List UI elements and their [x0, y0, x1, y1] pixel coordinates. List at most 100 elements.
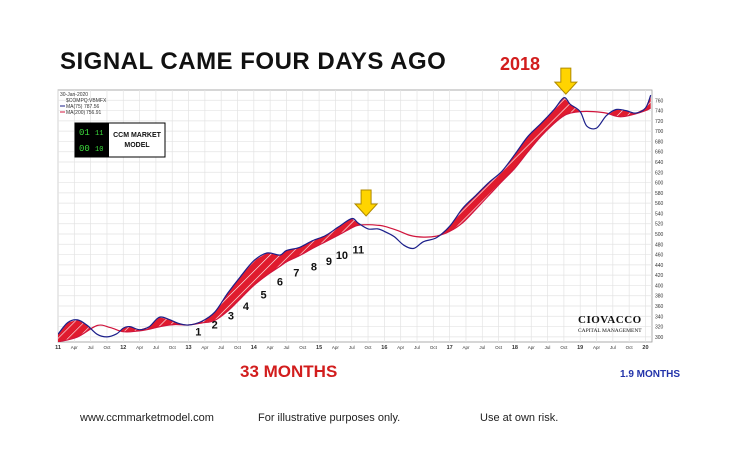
y-tick-label: 680: [655, 139, 664, 145]
y-tick-label: 380: [655, 294, 664, 300]
spread-region: [58, 319, 91, 342]
annotation-2018: 2018: [500, 54, 541, 74]
y-tick-label: 480: [655, 242, 664, 248]
x-tick-label: Jul: [153, 345, 159, 350]
count-label: 2: [212, 320, 218, 332]
y-tick-label: 640: [655, 160, 664, 166]
y-tick-label: 720: [655, 119, 664, 125]
count-label: 3: [228, 310, 234, 322]
y-tick-label: 360: [655, 304, 664, 310]
x-tick-label: 12: [120, 345, 126, 351]
x-tick-label: Oct: [495, 345, 503, 350]
count-label: 7: [293, 268, 299, 280]
x-tick-label: 13: [185, 345, 191, 351]
legend-ratio: $COMPQ:VBMFX: [66, 98, 107, 104]
x-tick-label: Oct: [365, 345, 373, 350]
x-tick-label: Jul: [479, 345, 485, 350]
x-tick-label: Apr: [397, 345, 405, 350]
series-lines: [58, 94, 652, 342]
headline: SIGNAL CAME FOUR DAYS AGO: [60, 48, 447, 75]
footer-illustrative: For illustrative purposes only.: [258, 412, 401, 424]
x-axis: 11 Apr Jul Oct 12 Apr Jul Oct 13 Apr Jul Oct 14 Apr Ju…: [55, 345, 648, 351]
brand-name: CIOVACCO: [578, 314, 642, 326]
y-tick-label: 740: [655, 109, 664, 115]
y-tick-label: 660: [655, 150, 664, 156]
y-tick-label: 420: [655, 273, 664, 279]
y-tick-label: 320: [655, 325, 664, 331]
logo-cell-2: 11: [95, 130, 103, 138]
y-tick-label: 300: [655, 335, 664, 341]
y-tick-label: 700: [655, 129, 664, 135]
x-tick-label: 18: [512, 345, 518, 351]
brand-subtitle: CAPITAL MANAGEMENT: [578, 328, 642, 334]
x-tick-label: Oct: [560, 345, 568, 350]
legend-ma200-value: 756.91: [86, 110, 102, 116]
count-label: 11: [352, 245, 364, 257]
x-tick-label: Apr: [332, 345, 340, 350]
down-arrow-icon: [353, 189, 379, 217]
footer-url: www.ccmmarketmodel.com: [80, 412, 214, 424]
date-label: 30-Jan-2020: [60, 92, 88, 98]
y-tick-label: 400: [655, 283, 664, 289]
x-tick-label: Jul: [88, 345, 94, 350]
logo-cell-3: 00: [79, 144, 90, 154]
x-tick-label: Apr: [201, 345, 209, 350]
count-label: 4: [243, 301, 250, 313]
ccm-logo: 01 11 00 10 CCM MARKET MODEL: [74, 122, 166, 158]
legend-ma75-name: MA(75): [66, 104, 83, 110]
down-arrow-icon: [553, 67, 578, 95]
logo-cell-4: 10: [95, 146, 103, 154]
x-tick-label: 19: [577, 345, 583, 351]
x-tick-label: Jul: [218, 345, 224, 350]
x-tick-label: Oct: [626, 345, 634, 350]
signal-arrows: [353, 67, 578, 217]
logo-name-line1: CCM MARKET: [113, 132, 162, 139]
x-tick-label: Apr: [267, 345, 275, 350]
annotation-33-months: 33 MONTHS: [240, 362, 338, 381]
count-label: 10: [336, 250, 348, 262]
x-tick-label: 15: [316, 345, 322, 351]
x-tick-label: Oct: [234, 345, 242, 350]
y-tick-label: 540: [655, 211, 664, 217]
x-tick-label: 17: [447, 345, 453, 351]
legend-ma200-name: MA(200): [66, 110, 86, 116]
ma200-line: [58, 107, 651, 342]
x-tick-label: 11: [55, 345, 61, 351]
y-tick-label: 620: [655, 170, 664, 176]
y-tick-label: 340: [655, 314, 664, 320]
x-tick-label: Oct: [430, 345, 438, 350]
annotation-1-9-months: 1.9 MONTHS: [620, 369, 681, 380]
x-tick-label: Jul: [414, 345, 420, 350]
x-tick-label: Jul: [349, 345, 355, 350]
x-tick-label: Jul: [284, 345, 290, 350]
y-tick-label: 500: [655, 232, 664, 238]
x-tick-label: Oct: [103, 345, 111, 350]
y-tick-label: 580: [655, 191, 664, 197]
x-tick-label: Apr: [528, 345, 536, 350]
count-label: 1: [195, 326, 201, 338]
legend-ma75-value: 787.56: [84, 104, 100, 110]
x-tick-label: Oct: [169, 345, 177, 350]
logo-cell-1: 01: [79, 128, 90, 138]
x-tick-label: Oct: [299, 345, 307, 350]
x-tick-label: 20: [642, 345, 648, 351]
footer-risk: Use at own risk.: [480, 412, 559, 424]
y-tick-label: 600: [655, 181, 664, 187]
ma75-line: [58, 94, 652, 338]
count-label: 6: [277, 276, 283, 288]
y-tick-label: 520: [655, 222, 664, 228]
x-tick-label: 14: [251, 345, 258, 351]
y-axis: 300 320 340 360 380 400 420 440 460 480 500 520 540 5…: [655, 98, 664, 341]
y-tick-label: 760: [655, 98, 664, 104]
x-tick-label: 16: [381, 345, 387, 351]
x-tick-label: Apr: [136, 345, 144, 350]
logo-name-line2: MODEL: [124, 142, 150, 149]
count-label: 9: [326, 256, 332, 268]
y-tick-label: 560: [655, 201, 664, 207]
x-tick-label: Apr: [71, 345, 79, 350]
count-label: 5: [261, 289, 267, 301]
count-label: 8: [311, 262, 317, 274]
x-tick-label: Apr: [593, 345, 601, 350]
